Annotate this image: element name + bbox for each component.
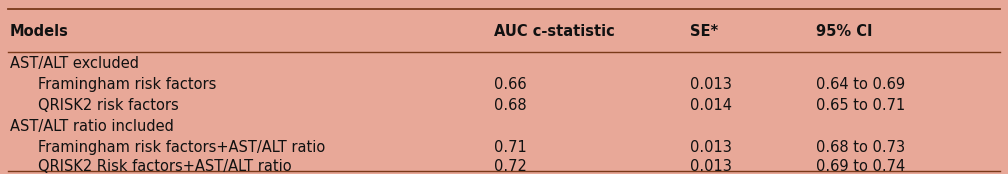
Text: Framingham risk factors: Framingham risk factors [38, 77, 217, 92]
Text: SE*: SE* [690, 24, 719, 39]
Text: AST/ALT ratio included: AST/ALT ratio included [10, 119, 174, 134]
Text: 0.64 to 0.69: 0.64 to 0.69 [816, 77, 905, 92]
Text: 95% CI: 95% CI [816, 24, 873, 39]
Text: 0.72: 0.72 [494, 159, 527, 174]
Text: 0.65 to 0.71: 0.65 to 0.71 [816, 98, 906, 113]
Text: 0.66: 0.66 [494, 77, 526, 92]
Text: 0.013: 0.013 [690, 159, 733, 174]
Text: Models: Models [10, 24, 69, 39]
Text: AST/ALT excluded: AST/ALT excluded [10, 56, 139, 71]
Text: 0.68 to 0.73: 0.68 to 0.73 [816, 140, 905, 155]
Text: 0.014: 0.014 [690, 98, 733, 113]
Text: 0.013: 0.013 [690, 77, 733, 92]
Text: QRISK2 risk factors: QRISK2 risk factors [38, 98, 179, 113]
Text: 0.68: 0.68 [494, 98, 526, 113]
Text: QRISK2 Risk factors+AST/ALT ratio: QRISK2 Risk factors+AST/ALT ratio [38, 159, 292, 174]
Text: 0.69 to 0.74: 0.69 to 0.74 [816, 159, 906, 174]
Text: 0.71: 0.71 [494, 140, 526, 155]
Text: 0.013: 0.013 [690, 140, 733, 155]
Text: AUC c-statistic: AUC c-statistic [494, 24, 615, 39]
Text: Framingham risk factors+AST/ALT ratio: Framingham risk factors+AST/ALT ratio [38, 140, 326, 155]
